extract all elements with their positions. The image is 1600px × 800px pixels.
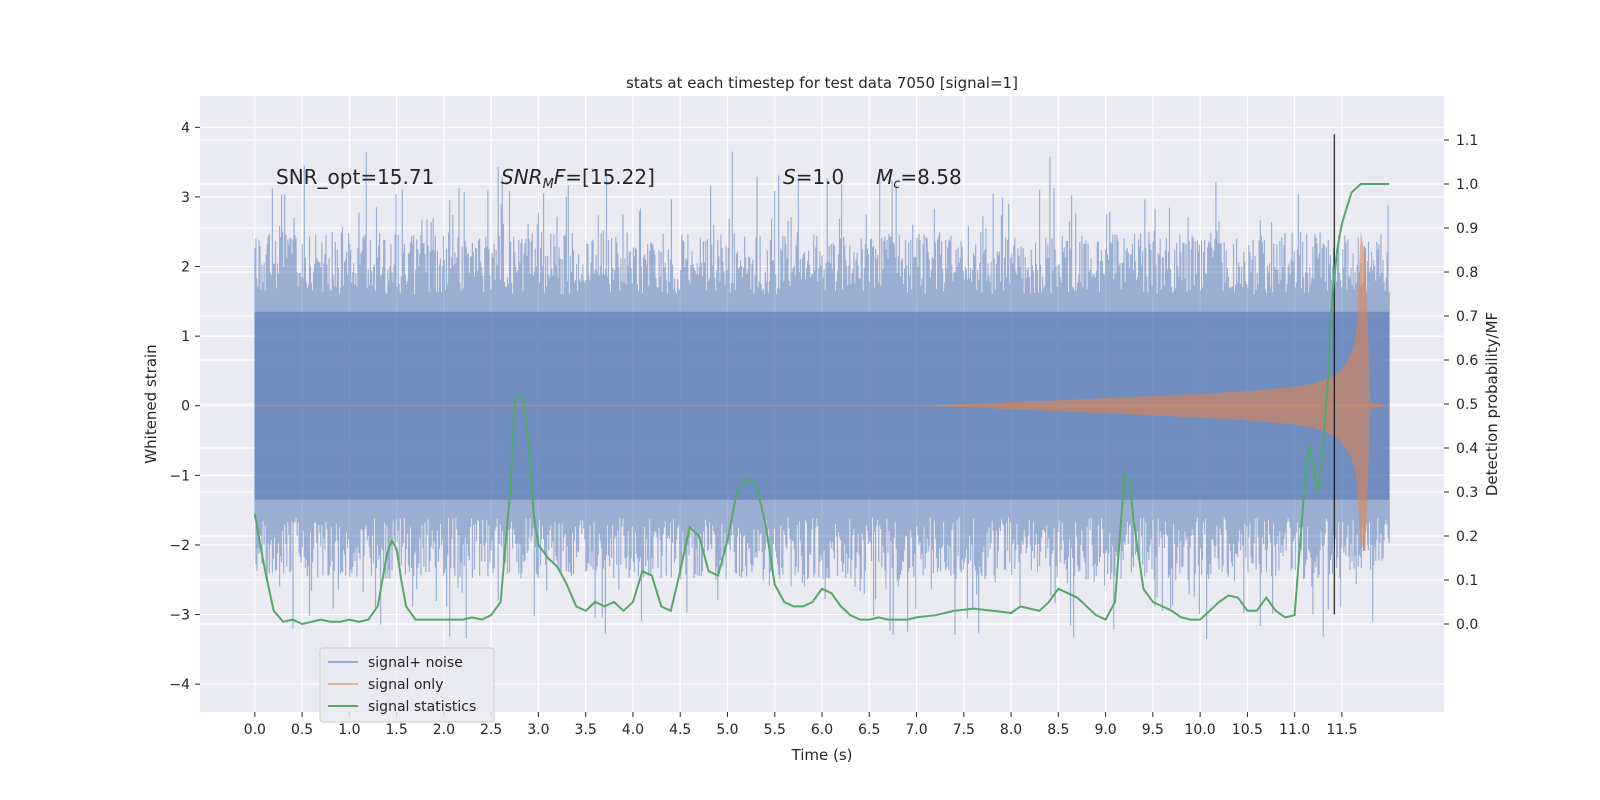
y-right-tick-label: 0.8 bbox=[1456, 265, 1478, 281]
y-left-tick-label: −4 bbox=[169, 677, 190, 693]
x-tick-label: 0.5 bbox=[291, 722, 313, 738]
y-left-tick-label: −1 bbox=[169, 468, 190, 484]
s-name: S bbox=[783, 165, 796, 189]
x-tick-label: 2.0 bbox=[433, 722, 455, 738]
x-tick-label: 3.5 bbox=[575, 722, 597, 738]
x-tick-label: 4.5 bbox=[669, 722, 691, 738]
x-tick-label: 1.5 bbox=[385, 722, 407, 738]
y-left-tick-label: −2 bbox=[169, 538, 190, 554]
snr-mf-tail: F bbox=[554, 165, 566, 189]
x-tick-label: 9.0 bbox=[1094, 722, 1116, 738]
x-tick-label: 10.0 bbox=[1185, 722, 1216, 738]
y-left-tick-label: 3 bbox=[181, 190, 190, 206]
snr-mf-base: SNR bbox=[501, 165, 543, 189]
x-tick-label: 2.5 bbox=[480, 722, 502, 738]
y-right-axis-ticks: 0.0 0.1 0.2 0.3 0.4 0.5 0.6 0.7 0.8 0.9 1.0 1.1 bbox=[1444, 133, 1478, 633]
legend-box bbox=[319, 647, 495, 723]
y-right-tick-label: 0.9 bbox=[1456, 221, 1478, 237]
x-tick-label: 6.5 bbox=[858, 722, 880, 738]
x-axis-label: Time (s) bbox=[791, 746, 853, 764]
series-signal-only bbox=[254, 231, 1390, 552]
y-right-tick-label: 0.1 bbox=[1456, 573, 1478, 589]
snr-mf-value: =[15.22] bbox=[565, 165, 655, 189]
mc-value: =8.58 bbox=[900, 165, 961, 189]
annotation-snr-mf: SNRMF=[15.22] bbox=[501, 165, 655, 192]
y-right-tick-label: 0.2 bbox=[1456, 529, 1478, 545]
x-tick-label: 7.0 bbox=[905, 722, 927, 738]
x-tick-label: 11.5 bbox=[1326, 722, 1357, 738]
x-tick-label: 8.5 bbox=[1047, 722, 1069, 738]
legend-label-signal-only: signal only bbox=[368, 677, 443, 693]
series-signal-statistics bbox=[253, 183, 1390, 626]
y-left-tick-label: 1 bbox=[181, 329, 190, 345]
x-tick-label: 1.0 bbox=[338, 722, 360, 738]
legend-label-signal-noise: signal+ noise bbox=[368, 655, 463, 671]
x-tick-label: 4.0 bbox=[622, 722, 644, 738]
mc-sub: c bbox=[893, 177, 900, 192]
mc-name: M bbox=[876, 165, 893, 189]
snr-mf-sub: M bbox=[543, 177, 554, 192]
y-right-tick-label: 1.1 bbox=[1456, 133, 1478, 149]
chart-title: stats at each timestep for test data 705… bbox=[626, 74, 1018, 92]
x-tick-label: 9.5 bbox=[1142, 722, 1164, 738]
x-axis-ticks: 0.0 0.5 1.0 1.5 2.0 2.5 3.0 3.5 4.0 4.5 5.0 5.5 6.0 6… bbox=[244, 712, 1357, 738]
annotation-mc: Mc=8.58 bbox=[876, 165, 962, 192]
x-tick-label: 8.0 bbox=[1000, 722, 1022, 738]
legend-label-signal-statistics: signal statistics bbox=[368, 699, 476, 715]
y-left-tick-label: −3 bbox=[169, 608, 190, 624]
y-right-tick-label: 0.3 bbox=[1456, 485, 1478, 501]
x-tick-label: 3.0 bbox=[527, 722, 549, 738]
y-right-tick-label: 0.0 bbox=[1456, 617, 1478, 633]
legend: signal+ noise signal only signal statist… bbox=[319, 647, 495, 723]
y-right-tick-label: 0.7 bbox=[1456, 309, 1478, 325]
y-left-axis-label: Whitened strain bbox=[142, 344, 160, 463]
y-right-tick-label: 1.0 bbox=[1456, 177, 1478, 193]
x-tick-label: 5.5 bbox=[764, 722, 786, 738]
y-right-tick-label: 0.6 bbox=[1456, 353, 1478, 369]
x-tick-label: 11.0 bbox=[1279, 722, 1310, 738]
annotations: SNR_opt=15.71 SNRMF=[15.22] S=1.0 Mc=8.5… bbox=[276, 165, 962, 192]
annotation-s: S=1.0 bbox=[783, 165, 844, 189]
y-left-tick-label: 2 bbox=[181, 260, 190, 276]
y-left-tick-label: 4 bbox=[181, 120, 190, 136]
x-tick-label: 5.0 bbox=[716, 722, 738, 738]
x-tick-label: 0.0 bbox=[244, 722, 266, 738]
y-left-tick-label: 0 bbox=[181, 399, 190, 415]
x-tick-label: 10.5 bbox=[1232, 722, 1263, 738]
statistics-line bbox=[253, 183, 1390, 626]
x-tick-label: 6.0 bbox=[811, 722, 833, 738]
x-tick-label: 7.5 bbox=[953, 722, 975, 738]
y-right-tick-label: 0.4 bbox=[1456, 441, 1478, 457]
s-value: =1.0 bbox=[796, 165, 845, 189]
y-left-axis-ticks: −4 −3 −2 −1 0 1 2 3 4 bbox=[169, 120, 200, 693]
y-right-tick-label: 0.5 bbox=[1456, 397, 1478, 413]
y-right-axis-label: Detection probability/MF bbox=[1483, 312, 1501, 496]
annotation-snr-opt: SNR_opt=15.71 bbox=[276, 165, 434, 189]
